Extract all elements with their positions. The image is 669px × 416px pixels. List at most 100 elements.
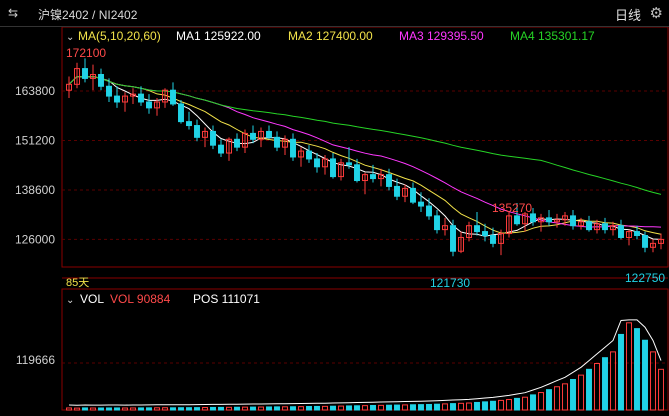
volume-bar bbox=[314, 405, 320, 411]
volume-bar bbox=[506, 399, 512, 411]
candle-body bbox=[426, 205, 432, 217]
ma1-value: MA1 125922.00 bbox=[176, 29, 261, 43]
candle-body bbox=[618, 225, 624, 238]
candle-body bbox=[82, 68, 88, 79]
candle-body bbox=[234, 138, 240, 148]
volume-bar bbox=[138, 407, 144, 411]
candle-body bbox=[634, 231, 640, 237]
candle-body bbox=[114, 95, 120, 103]
candle-body bbox=[370, 174, 376, 180]
ma4-value: MA4 135301.17 bbox=[510, 29, 595, 43]
candle-body bbox=[122, 95, 128, 103]
candle-body bbox=[522, 213, 528, 225]
vol-value: VOL 90884 bbox=[110, 292, 171, 306]
candle-body bbox=[138, 93, 144, 103]
candle-body bbox=[650, 242, 656, 248]
volume-bar bbox=[290, 406, 296, 411]
volume-bar bbox=[330, 405, 336, 411]
volume-y-tick-label: 119666 bbox=[16, 353, 55, 367]
low-price-label: 121730 bbox=[430, 276, 470, 290]
candle-body bbox=[210, 130, 216, 146]
candles bbox=[66, 58, 664, 257]
last-low-label: 122750 bbox=[625, 271, 665, 285]
candle-body bbox=[562, 215, 568, 221]
volume-bar bbox=[658, 368, 664, 411]
volume-bar bbox=[130, 407, 136, 411]
volume-bar bbox=[642, 339, 648, 411]
volume-bar bbox=[322, 405, 328, 411]
candle-body bbox=[450, 225, 456, 252]
y-tick-label: 163800 bbox=[15, 84, 55, 98]
candle-body bbox=[386, 174, 392, 187]
volume-bar bbox=[186, 407, 192, 411]
open-interest-line bbox=[68, 319, 662, 406]
candle-body bbox=[306, 150, 312, 160]
candle-body bbox=[570, 215, 576, 227]
volume-bar bbox=[154, 407, 160, 411]
volume-bars bbox=[66, 322, 664, 411]
volume-bar bbox=[554, 386, 560, 411]
volume-bar bbox=[258, 406, 264, 411]
volume-bar bbox=[210, 406, 216, 411]
candle-body bbox=[466, 225, 472, 238]
volume-bar bbox=[466, 402, 472, 411]
volume-bar bbox=[82, 407, 88, 411]
candle-body bbox=[546, 217, 552, 223]
candle-body bbox=[242, 132, 248, 148]
volume-bar bbox=[178, 407, 184, 411]
swap-icon[interactable]: ⇆ bbox=[8, 6, 19, 20]
volume-bar bbox=[234, 406, 240, 411]
candle-body bbox=[314, 158, 320, 168]
volume-bar bbox=[586, 368, 592, 411]
volume-bar bbox=[442, 403, 448, 411]
candle-body bbox=[434, 215, 440, 231]
candle-body bbox=[602, 223, 608, 231]
candle-body bbox=[490, 235, 496, 244]
y-tick-label: 151200 bbox=[15, 133, 55, 147]
chart-frame[interactable]: 163800 151200 138600 126000 119666 ⌄ MA(… bbox=[0, 26, 669, 411]
candle-body bbox=[338, 162, 344, 178]
gear-icon[interactable]: ⚙ bbox=[649, 5, 663, 22]
volume-bar bbox=[610, 351, 616, 411]
volume-bar bbox=[394, 404, 400, 411]
volume-bar bbox=[298, 406, 304, 411]
pos-value: POS 111071 bbox=[193, 292, 260, 306]
period-selector[interactable]: 日线 bbox=[614, 8, 641, 23]
volume-bar bbox=[266, 406, 272, 411]
volume-bar bbox=[274, 406, 280, 411]
candle-body bbox=[106, 85, 112, 97]
local-high-label: 135270 bbox=[492, 201, 532, 215]
candle-body bbox=[162, 89, 168, 103]
kline-chart[interactable]: 163800 151200 138600 126000 119666 ⌄ MA(… bbox=[0, 26, 669, 411]
candle-body bbox=[250, 132, 256, 140]
volume-bar bbox=[106, 407, 112, 411]
volume-bar bbox=[306, 406, 312, 411]
collapse-icon[interactable]: ⌄ bbox=[66, 295, 74, 306]
candle-body bbox=[498, 233, 504, 244]
candle-body bbox=[394, 185, 400, 197]
volume-bar bbox=[370, 404, 376, 411]
candle-body bbox=[330, 158, 336, 178]
volume-bar bbox=[458, 402, 464, 411]
candle-body bbox=[610, 225, 616, 231]
volume-panel-border bbox=[61, 288, 669, 411]
volume-bar bbox=[74, 407, 80, 411]
candle-body bbox=[218, 144, 224, 154]
candle-body bbox=[410, 187, 416, 203]
candle-body bbox=[530, 213, 536, 223]
candle-body bbox=[362, 174, 368, 182]
volume-bar bbox=[346, 405, 352, 411]
collapse-icon[interactable]: ⌄ bbox=[66, 32, 74, 43]
candle-body bbox=[586, 221, 592, 231]
ma-label: MA(5,10,20,60) bbox=[78, 29, 161, 43]
candle-body bbox=[626, 231, 632, 238]
candle-body bbox=[154, 101, 160, 109]
volume-bar bbox=[66, 407, 72, 411]
volume-bar bbox=[218, 406, 224, 411]
candle-body bbox=[194, 125, 200, 138]
grid bbox=[62, 90, 668, 364]
volume-bar bbox=[170, 407, 176, 411]
candle-body bbox=[514, 215, 520, 225]
ma3-line bbox=[68, 75, 662, 228]
candle-body bbox=[354, 164, 360, 182]
